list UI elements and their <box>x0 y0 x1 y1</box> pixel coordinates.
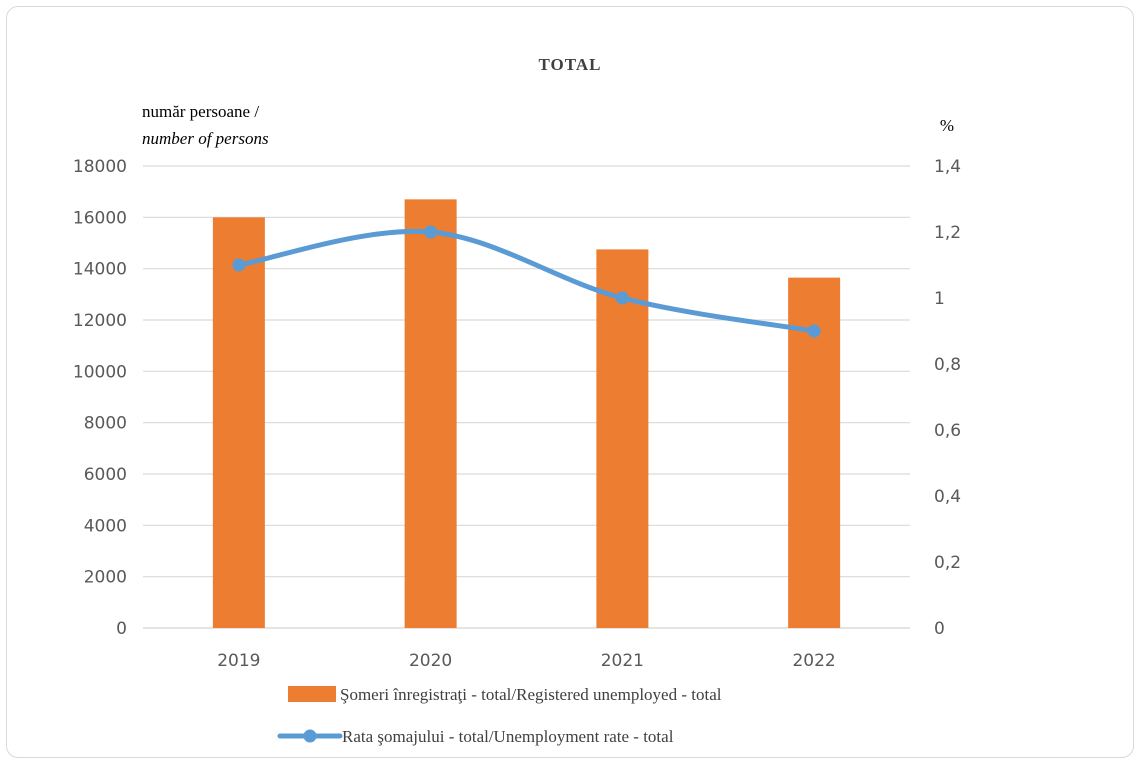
right-tick-label: 0 <box>934 619 945 639</box>
x-tick-label: 2019 <box>217 651 260 671</box>
y-right-axis-label: % <box>940 116 954 135</box>
unemployment-rate-line <box>236 228 817 334</box>
left-tick-label: 12000 <box>73 311 127 331</box>
line-point-2022 <box>807 324 821 338</box>
bar-2019 <box>212 217 265 629</box>
line-point-2020 <box>424 225 438 239</box>
left-tick-label: 4000 <box>84 516 127 536</box>
bar-2020 <box>404 199 457 628</box>
right-tick-label: 1,4 <box>934 157 961 177</box>
right-tick-label: 0,4 <box>934 487 961 507</box>
y-left-axis-label-line2: number of persons <box>142 129 269 148</box>
line-series <box>232 225 821 338</box>
chart-title: TOTAL <box>539 55 602 74</box>
left-tick-label: 18000 <box>73 157 127 177</box>
left-tick-label: 6000 <box>84 465 127 485</box>
chart-frame <box>6 6 1134 758</box>
x-tick-label: 2020 <box>409 651 452 671</box>
legend-label-line: Rata şomajului - total/Unemployment rate… <box>342 727 674 746</box>
bar-2021 <box>596 249 649 628</box>
y-left-axis-label-line1: număr persoane / <box>142 102 259 121</box>
right-tick-label: 1 <box>934 289 945 309</box>
left-tick-label: 8000 <box>84 414 127 434</box>
left-tick-label: 2000 <box>84 568 127 588</box>
right-tick-label: 0,8 <box>934 355 961 375</box>
legend-label-bar: Şomeri înregistraţi - total/Registered u… <box>340 685 722 704</box>
right-tick-label: 1,2 <box>934 223 961 243</box>
right-tick-label: 0,2 <box>934 553 961 573</box>
line-point-2019 <box>232 258 246 272</box>
left-axis-ticks: 0 2000 4000 6000 8000 10000 12000 14000 16000 180… <box>73 157 127 639</box>
x-tick-label: 2021 <box>601 651 644 671</box>
legend-swatch-marker <box>303 729 317 743</box>
left-tick-label: 0 <box>116 619 127 639</box>
right-tick-label: 0,6 <box>934 421 961 441</box>
x-axis-ticks: 2019 2020 2021 2022 <box>217 651 836 671</box>
line-point-2021 <box>615 291 629 305</box>
legend: Şomeri înregistraţi - total/Registered u… <box>277 685 722 746</box>
left-tick-label: 10000 <box>73 362 127 382</box>
gridlines <box>143 165 910 629</box>
left-tick-label: 14000 <box>73 260 127 280</box>
legend-swatch-bar <box>288 686 336 702</box>
left-tick-label: 16000 <box>73 208 127 228</box>
x-tick-label: 2022 <box>792 651 835 671</box>
right-axis-ticks: 0 0,2 0,4 0,6 0,8 1 1,2 1,4 <box>934 157 961 639</box>
bar-series <box>212 199 841 629</box>
